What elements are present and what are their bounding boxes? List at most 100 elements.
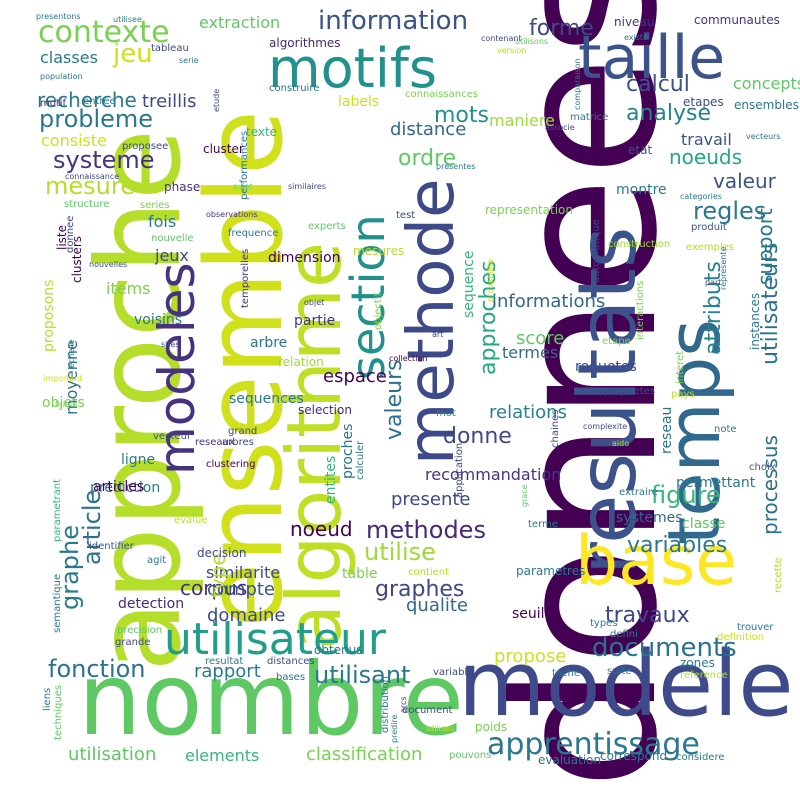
word-version: version — [497, 46, 527, 55]
word-recherche: recherche — [37, 88, 137, 112]
word-termes: termes — [502, 343, 559, 362]
word-precision: precision — [117, 625, 163, 636]
word-liens: liens — [42, 687, 53, 711]
word-methode: methode — [395, 178, 469, 465]
word-seuil: seuil — [512, 606, 545, 622]
word-instances: instances — [748, 292, 762, 350]
word-propose: propose — [494, 646, 567, 667]
word-probabilite: probabilite — [486, 259, 495, 302]
word-voisins: voisins — [134, 312, 183, 328]
word-espace: espace — [323, 366, 387, 387]
word-selection: selection — [298, 403, 352, 417]
word-presentes: presentes — [436, 162, 476, 171]
word-domaine: domaine — [207, 605, 286, 626]
word-comparaison: comparaison — [573, 58, 582, 110]
word-grace: grace — [520, 484, 529, 507]
word-proposee: proposee — [122, 141, 169, 152]
word-systeme: systeme — [53, 146, 155, 174]
word-utilisateur: utilisateur — [164, 614, 386, 665]
word-reseaux: reseaux — [195, 437, 235, 448]
word-complexite: complexite — [583, 422, 628, 431]
word-sujet: sujet — [233, 182, 253, 191]
word-note: note — [714, 424, 737, 435]
word-arbre: arbre — [250, 335, 288, 351]
word-zones: zones — [680, 656, 715, 670]
word-bases: bases — [276, 672, 306, 683]
word-parametrant: parametrant — [52, 478, 63, 542]
word-collection: collection — [389, 354, 428, 363]
word-systemes: systemes — [616, 510, 683, 526]
word-relation: relation — [278, 355, 324, 369]
word-utilise: utilise — [364, 538, 436, 566]
word-documents: documents — [592, 633, 737, 663]
word-tableau: tableau — [151, 43, 189, 54]
word-permettant: permettant — [676, 475, 756, 491]
word-connaissances: connaissances — [405, 89, 478, 100]
word-base: base — [575, 522, 738, 601]
word-exemples: exemples — [686, 242, 734, 253]
word-motifs: motifs — [268, 37, 437, 100]
word-associe: associe — [545, 123, 575, 132]
word-distances: distances — [267, 656, 315, 667]
word-valeurs: valeurs — [382, 359, 407, 440]
word-phase: phase — [164, 180, 201, 194]
word-pouvons: pouvons — [449, 750, 492, 761]
word-mot: mot — [436, 408, 456, 419]
word-qualite: qualite — [406, 595, 468, 616]
word-algorithmes: algorithmes — [269, 36, 341, 50]
word-classification: classification — [306, 744, 423, 765]
word-detection: detection — [118, 596, 185, 612]
word-choix: choix — [749, 462, 776, 473]
word-requetes: requetes — [575, 359, 637, 375]
word-table: table — [342, 566, 378, 582]
word-similaires: similaires — [288, 182, 326, 191]
word-figure: figure — [651, 481, 721, 509]
word-echelle: echelle — [67, 339, 76, 368]
word-motif: motif — [40, 98, 67, 109]
word-objets: objets — [42, 395, 85, 411]
word-mots: mots — [434, 103, 489, 128]
word-identifier: identifier — [89, 541, 134, 552]
word-test: test — [396, 210, 416, 221]
word-produit: produit — [691, 222, 727, 233]
word-contient: contient — [408, 567, 450, 578]
word-vecteurs: vecteurs — [746, 132, 781, 141]
word-series: series — [140, 200, 170, 211]
word-temporelles: temporelles — [240, 248, 251, 308]
word-poids: poids — [475, 720, 508, 734]
word-corpus: corpus — [180, 576, 248, 600]
word-concepts: concepts — [733, 74, 800, 93]
word-faible: faible — [55, 400, 78, 409]
word-representation: representation — [485, 203, 574, 217]
word-entites: entites — [323, 455, 339, 504]
word-support: support — [753, 208, 777, 285]
word-treillis: treillis — [142, 91, 197, 112]
word-extraire: extraire — [619, 487, 658, 498]
word-construction: construction — [608, 239, 671, 250]
word-parametres: parametres — [516, 564, 586, 578]
word-chaines: chaines — [550, 409, 561, 448]
word-probleme: probleme — [39, 105, 154, 133]
word-donne: donne — [443, 424, 512, 449]
word-calcul: calcul — [626, 72, 690, 97]
word-variable: variable — [433, 667, 474, 678]
word-types: types — [590, 618, 618, 629]
word-tache: tache — [552, 668, 581, 679]
word-processus: processus — [758, 435, 782, 535]
word-graphes: graphes — [375, 577, 465, 602]
word-definition: definition — [717, 632, 765, 643]
word-document: document — [402, 705, 453, 716]
word-matrice: matrice — [570, 112, 609, 123]
word-niveau: niveau — [614, 15, 655, 29]
word-noeuds: noeuds — [669, 145, 743, 169]
word-travaux: travaux — [605, 603, 690, 628]
word-entree: entree — [83, 96, 116, 107]
word-sequences: sequences — [229, 391, 304, 407]
word-grande: grande — [115, 637, 151, 648]
word-consiste: consiste — [41, 131, 107, 150]
word-regles: regles — [693, 197, 767, 225]
word-similarite: similarite — [206, 563, 281, 582]
word-utilisee: utilisee — [113, 15, 142, 24]
word-utilisant: utilisant — [314, 661, 411, 689]
word-reseau: reseau — [659, 406, 675, 454]
